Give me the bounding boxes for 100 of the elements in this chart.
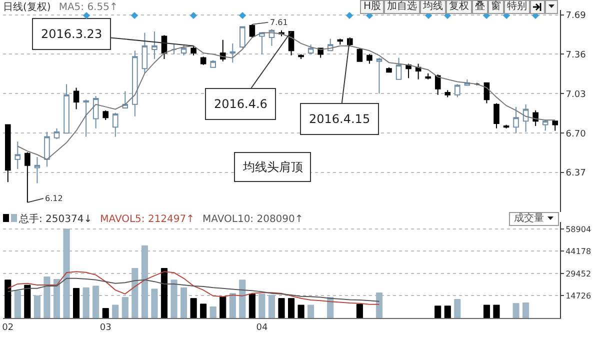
line-series — [7, 278, 380, 302]
bar — [210, 306, 216, 318]
annotation: 2016.4.15 — [309, 112, 370, 126]
bar — [24, 284, 31, 318]
candlestick — [112, 112, 118, 138]
candlestick — [425, 72, 431, 80]
bar — [493, 304, 500, 318]
candlestick — [83, 99, 89, 138]
y-tick-label: 6.37 — [566, 168, 586, 179]
candlestick — [454, 84, 460, 98]
candlestick — [249, 24, 256, 38]
candlestick — [259, 32, 265, 55]
bar — [239, 280, 246, 318]
candlestick — [92, 96, 99, 129]
bar — [248, 294, 256, 318]
text: MA5: 6.55↑ — [58, 2, 118, 13]
annotation: 2016.3.23 — [41, 27, 102, 41]
candlestick — [494, 102, 500, 129]
bar — [151, 288, 158, 318]
bar — [180, 287, 188, 318]
candlestick — [152, 31, 158, 60]
candlestick — [73, 87, 80, 110]
candlestick — [240, 26, 246, 49]
candlestick — [64, 84, 70, 134]
candlestick — [406, 63, 412, 79]
candlestick — [122, 90, 128, 109]
candlestick — [171, 42, 177, 55]
bar — [278, 298, 285, 318]
annotation: 7.61 — [270, 18, 288, 27]
annotation: 成交量 — [508, 212, 559, 226]
legend-label: 总手: 250374↓ — [19, 214, 92, 225]
annotation: 6.12 — [45, 194, 63, 203]
annotation: 窗 — [488, 0, 504, 14]
bar — [454, 299, 461, 318]
bar — [34, 295, 40, 318]
bar — [73, 288, 80, 318]
annotation: 叠 — [472, 0, 488, 14]
candlestick — [4, 124, 11, 183]
candlestick — [356, 48, 363, 62]
bar — [200, 304, 207, 318]
bar — [170, 280, 178, 318]
candlestick — [415, 63, 422, 80]
annotation: 特别 — [504, 0, 530, 14]
candlestick — [210, 60, 216, 68]
x-tick-label: 03 — [100, 322, 112, 333]
bar — [376, 292, 382, 318]
bar — [522, 302, 530, 318]
candlestick — [396, 57, 402, 80]
candlestick — [190, 45, 196, 56]
annotation: H股 — [360, 0, 384, 14]
y-tick-label: 7.03 — [566, 90, 586, 100]
x-tick-label: 04 — [256, 322, 268, 333]
bar — [434, 306, 442, 318]
candlestick — [220, 39, 226, 62]
bar — [483, 304, 490, 318]
bar — [132, 268, 138, 318]
candlestick — [366, 54, 372, 64]
text: MAVOL10: 208090↑ — [202, 214, 304, 225]
candlestick — [142, 32, 148, 74]
bar — [14, 290, 21, 318]
candlestick — [200, 56, 206, 66]
candlestick — [298, 54, 304, 60]
candlestick — [337, 38, 344, 46]
candlestick — [24, 152, 30, 203]
bar — [92, 286, 100, 318]
bar — [44, 276, 50, 318]
bar — [444, 306, 451, 318]
bar — [220, 296, 226, 318]
bar — [356, 304, 363, 318]
chart-title: 日线(复权) — [3, 2, 51, 13]
candlestick — [54, 128, 60, 140]
bar — [258, 294, 266, 318]
y-tick-label: 7.36 — [566, 50, 586, 60]
bar — [82, 287, 90, 318]
bar — [268, 294, 276, 318]
x-tick-label: 02 — [2, 322, 14, 333]
annotation: 均线 — [420, 0, 446, 14]
text: MAVOL5: 212497↑ — [100, 214, 195, 225]
bar — [4, 280, 12, 318]
bar — [190, 298, 197, 318]
candlestick — [132, 50, 138, 117]
bar — [160, 268, 168, 318]
line-series — [7, 271, 380, 305]
y-tick-label: 58904 — [566, 224, 592, 234]
candlestick — [542, 119, 548, 132]
bar — [512, 303, 520, 318]
y-tick-label: 44178 — [566, 247, 592, 256]
annotation: 均线头肩顶 — [242, 160, 303, 174]
candlestick — [102, 110, 108, 120]
annotation: 复权 — [446, 0, 472, 14]
candlestick — [552, 120, 558, 132]
bar — [122, 297, 128, 318]
y-tick-label: 14726 — [566, 292, 592, 301]
annotation: 2016.4.6 — [214, 97, 268, 111]
candlestick — [34, 156, 40, 184]
candlestick — [513, 106, 519, 134]
candlestick — [376, 57, 382, 94]
y-tick-label: 7.69 — [566, 10, 586, 21]
candlestick — [522, 104, 529, 132]
y-tick-label: 6.70 — [566, 129, 586, 140]
